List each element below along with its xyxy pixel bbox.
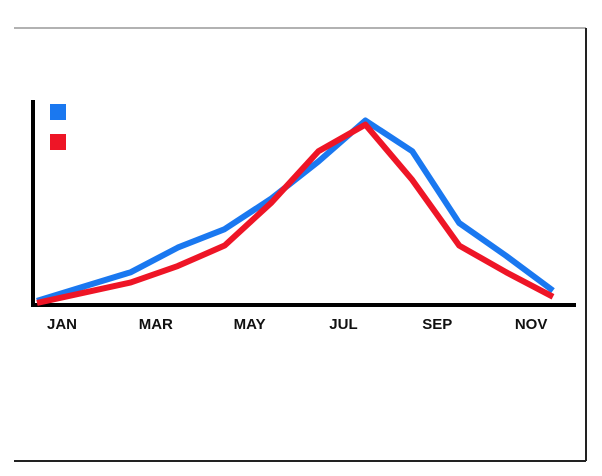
- legend-swatch: [50, 134, 66, 150]
- x-tick-label: JUL: [329, 316, 357, 333]
- x-tick-label: NOV: [515, 316, 548, 333]
- x-tick-label: SEP: [422, 316, 452, 333]
- x-tick-label: MAR: [139, 316, 173, 333]
- x-tick-label: JAN: [47, 316, 77, 333]
- legend-swatch: [50, 104, 66, 120]
- x-tick-label: MAY: [234, 316, 266, 333]
- series-line: [36, 117, 555, 304]
- series-line: [36, 121, 555, 306]
